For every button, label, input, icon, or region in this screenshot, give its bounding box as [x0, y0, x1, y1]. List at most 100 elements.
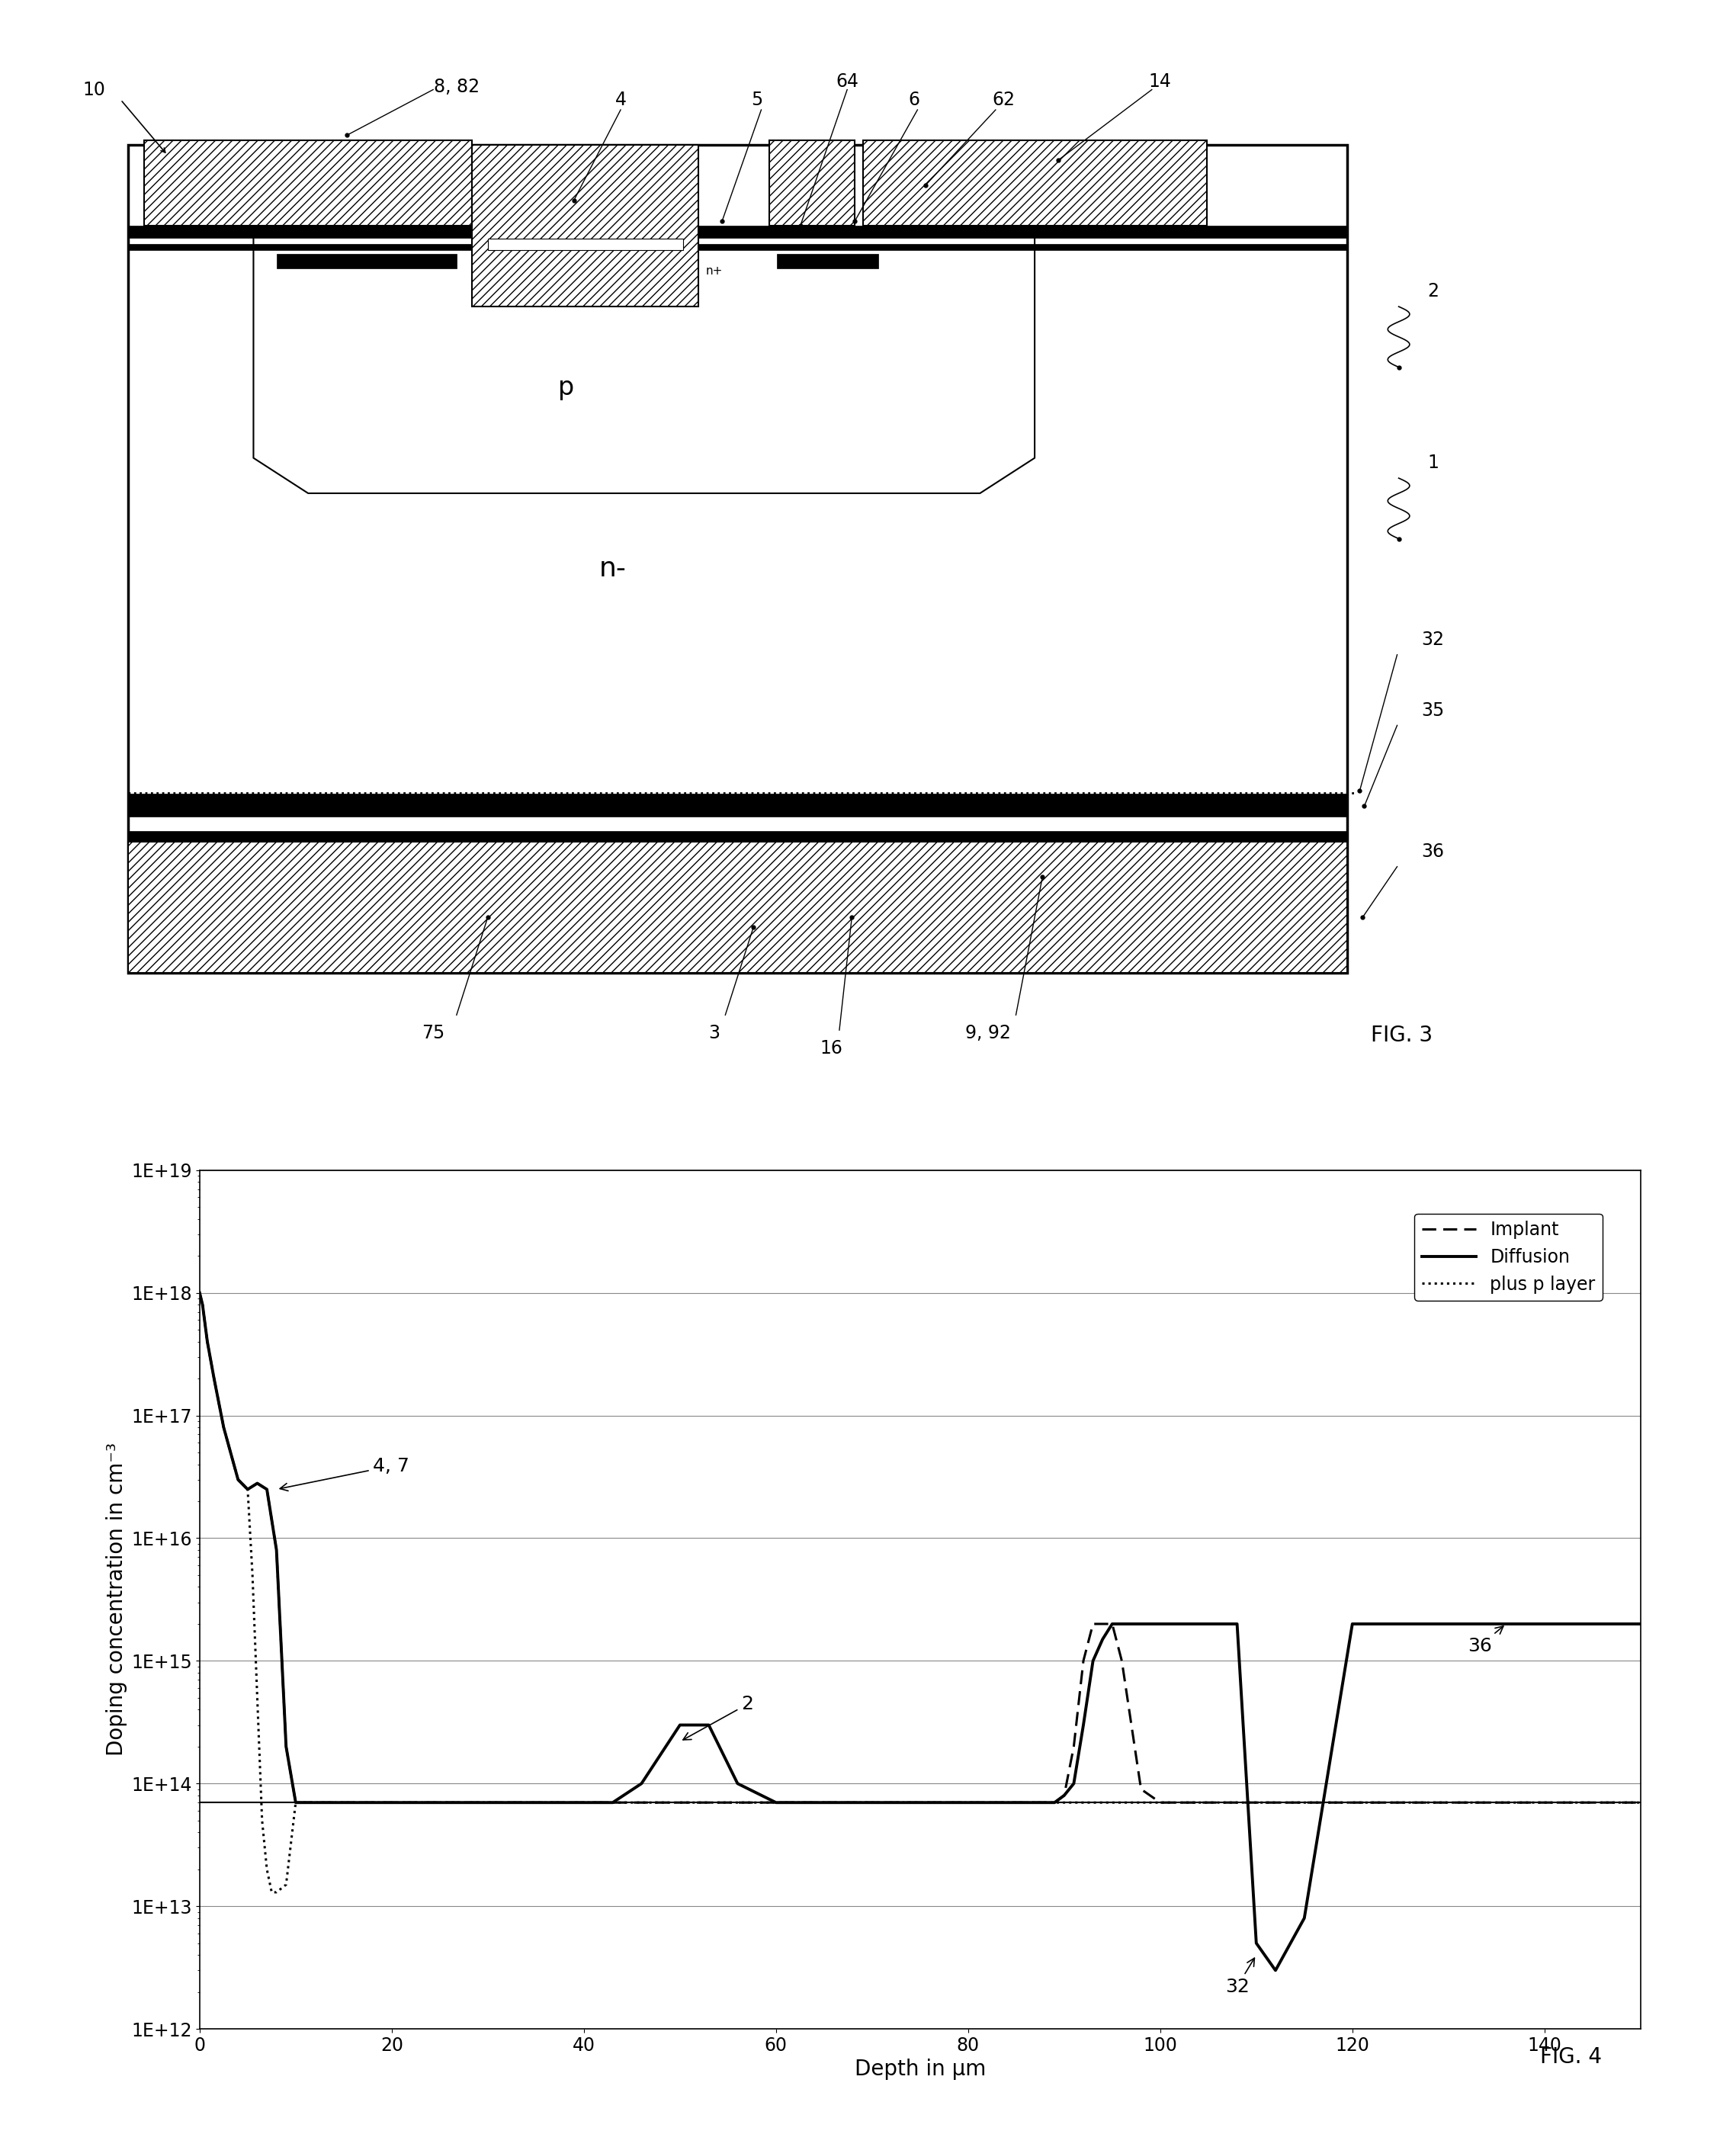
Text: 32: 32	[1226, 1958, 1255, 1997]
Text: 2: 2	[1427, 281, 1439, 301]
Implant	[1083, 1610, 1104, 1636]
Implant	[1630, 1791, 1651, 1816]
Text: 75: 75	[422, 1024, 444, 1041]
Diffusion	[1437, 1610, 1458, 1636]
Diffusion	[1293, 1904, 1314, 1930]
plus p layer	[238, 1477, 259, 1503]
Implant	[238, 1477, 259, 1503]
Text: 8, 82: 8, 82	[434, 77, 479, 97]
Diffusion	[1083, 1649, 1104, 1675]
Text: FIG. 4: FIG. 4	[1540, 2046, 1602, 2068]
Implant	[382, 1791, 403, 1816]
Text: 2: 2	[682, 1696, 753, 1739]
Diffusion	[1064, 1771, 1085, 1797]
Diffusion	[698, 1711, 719, 1737]
Diffusion	[1043, 1791, 1064, 1816]
Diffusion	[1111, 1610, 1132, 1636]
Diffusion	[247, 1471, 267, 1496]
Line: Implant: Implant	[200, 1292, 1641, 1803]
Bar	[488, 238, 684, 249]
plus p layer	[295, 1791, 316, 1816]
Diffusion	[203, 1365, 224, 1391]
Diffusion	[189, 1280, 210, 1305]
Bar	[144, 140, 472, 225]
Implant	[214, 1415, 234, 1441]
Diffusion	[1102, 1610, 1123, 1636]
Text: 3: 3	[708, 1024, 720, 1041]
Diffusion	[227, 1466, 248, 1492]
plus p layer	[241, 1563, 262, 1589]
Diffusion	[573, 1791, 594, 1816]
Text: 62: 62	[991, 90, 1016, 109]
Diffusion	[1246, 1930, 1267, 1956]
Diffusion	[602, 1791, 623, 1816]
Implant	[1121, 1711, 1142, 1737]
Implant	[1111, 1649, 1132, 1675]
Diffusion	[958, 1791, 979, 1816]
plus p layer	[252, 1808, 273, 1834]
Line: plus p layer: plus p layer	[200, 1292, 1641, 1892]
Implant	[1043, 1791, 1064, 1816]
plus p layer	[285, 1791, 306, 1816]
Text: 4, 7: 4, 7	[279, 1458, 410, 1490]
Bar	[472, 146, 698, 307]
Diffusion	[1121, 1610, 1142, 1636]
plus p layer	[227, 1466, 248, 1492]
plus p layer	[193, 1292, 214, 1318]
Diffusion	[1149, 1610, 1170, 1636]
Diffusion	[1187, 1610, 1208, 1636]
Bar	[128, 245, 1347, 249]
Legend: Implant, Diffusion, plus p layer: Implant, Diffusion, plus p layer	[1415, 1213, 1602, 1301]
Diffusion	[1266, 1958, 1286, 1984]
Diffusion	[238, 1477, 259, 1503]
Bar	[128, 842, 1347, 973]
Text: 36: 36	[1467, 1625, 1503, 1655]
plus p layer	[1630, 1791, 1651, 1816]
Implant	[193, 1292, 214, 1318]
plus p layer	[189, 1280, 210, 1305]
Text: n: n	[592, 794, 602, 809]
plus p layer	[266, 1879, 286, 1904]
Implant	[958, 1791, 979, 1816]
Bar	[778, 253, 878, 268]
Text: 9, 92: 9, 92	[965, 1024, 1010, 1041]
Text: 5: 5	[750, 90, 762, 109]
Implant	[285, 1791, 306, 1816]
Diffusion	[1130, 1610, 1151, 1636]
Diffusion	[1630, 1610, 1651, 1636]
Text: 35: 35	[1422, 702, 1444, 719]
Implant	[1102, 1610, 1123, 1636]
Implant	[1054, 1782, 1075, 1808]
Text: p: p	[557, 376, 575, 399]
Diffusion	[276, 1735, 297, 1761]
Implant	[573, 1791, 594, 1816]
Diffusion	[1024, 1791, 1045, 1816]
Implant	[304, 1791, 325, 1816]
plus p layer	[276, 1872, 297, 1898]
Line: Diffusion: Diffusion	[200, 1292, 1641, 1971]
Diffusion	[727, 1771, 748, 1797]
Diffusion	[1227, 1610, 1248, 1636]
Diffusion	[382, 1791, 403, 1816]
Implant	[247, 1471, 267, 1496]
Diffusion	[304, 1791, 325, 1816]
Diffusion	[266, 1537, 286, 1563]
plus p layer	[247, 1685, 267, 1711]
Text: FIG. 3: FIG. 3	[1371, 1024, 1432, 1046]
Diffusion	[1092, 1627, 1113, 1653]
Text: 16: 16	[819, 1039, 844, 1058]
Text: 64: 64	[835, 73, 859, 90]
Bar	[128, 794, 1347, 816]
Y-axis label: Doping concentration in cm⁻³: Doping concentration in cm⁻³	[106, 1443, 127, 1756]
Implant	[227, 1466, 248, 1492]
Text: 36: 36	[1422, 842, 1444, 861]
Text: 6: 6	[908, 90, 920, 109]
Bar	[128, 146, 1347, 973]
Implant	[276, 1735, 297, 1761]
Bar	[863, 140, 1207, 225]
Text: 4: 4	[615, 90, 627, 109]
Diffusion	[670, 1711, 691, 1737]
X-axis label: Depth in μm: Depth in μm	[854, 2059, 986, 2080]
Text: 32: 32	[1422, 631, 1444, 648]
Bar	[278, 253, 457, 268]
